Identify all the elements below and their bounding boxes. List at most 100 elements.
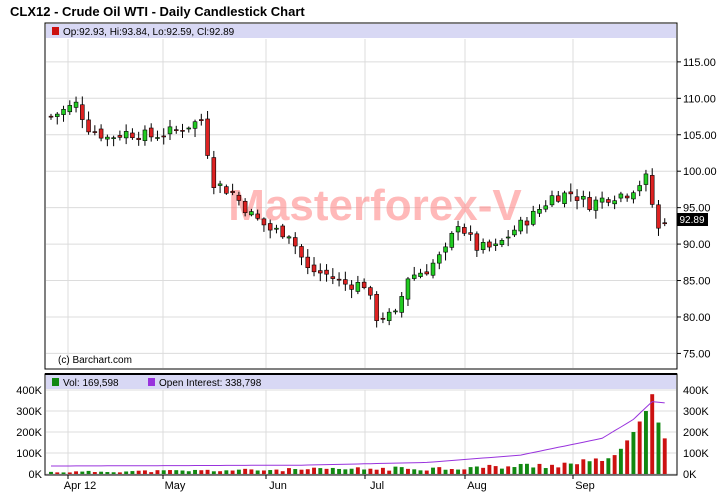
volume-bar [142,470,147,474]
candle-down [230,191,235,193]
current-price-box [677,213,708,226]
volume-bar [186,471,191,474]
volume-bar [399,467,404,474]
x-tick-label: May [165,480,186,492]
x-tick-label: Jun [269,480,287,492]
volume-bar [518,463,523,474]
x-tick-label: Jul [370,480,384,492]
volume-bar [136,470,141,474]
x-tick-label: Aug [467,480,487,492]
volume-bar [337,468,342,474]
candle-down [224,186,229,194]
candle-down [662,222,667,225]
volume-bar [650,394,655,474]
candle-up [186,127,192,130]
volume-bar [606,458,611,474]
volume-bar [612,455,617,474]
candle-up [249,211,254,216]
candle-up [61,108,66,115]
volume-bar [55,472,60,474]
volume-bar [199,470,204,474]
candle-down [556,195,561,202]
candle-up [105,136,110,140]
candle-down [148,127,154,138]
candle-up [192,121,198,129]
candle-down [98,128,104,139]
volume-bar [74,471,79,474]
volume-bar [261,470,266,474]
candle-down [649,175,655,205]
candle-up [637,185,642,192]
volume-bar [305,469,310,474]
volume-bar [412,469,417,474]
volume-bar [362,469,367,474]
candle-down [349,284,354,290]
volume-bar [637,421,642,474]
volume-bar [418,470,423,474]
price-axis: 115.00 110.00 105.00 100.00 95.00 90.00 85.00 8… [677,57,717,360]
volume-bar [406,468,410,474]
volume-bar [575,464,580,474]
price-tick-label: 90.00 [683,239,711,251]
candle-up [393,310,398,313]
volume-bar [525,463,529,474]
candle-down [161,135,166,138]
candle-down [606,199,611,203]
volume-tick-label: 400K [683,385,709,397]
volume-bar [249,469,254,474]
candle-down [474,233,480,251]
candle-up [55,113,60,117]
candle-down [199,119,204,121]
volume-bar [255,470,260,474]
volume-bar [218,471,223,474]
candle-up [155,137,160,139]
volume-tick-label: 200K [16,427,42,439]
candle-up [499,240,505,245]
candle-down [292,237,298,247]
volume-bar [474,466,479,474]
candle-up [286,236,292,239]
volume-bar [581,459,586,474]
volume-bar [462,469,467,474]
candle-down [48,115,54,118]
candle-up [612,200,617,205]
candle-down [318,270,323,274]
candle-up [405,278,411,300]
volume-bar [224,470,229,474]
candle-up [543,205,549,210]
candle-down [330,276,336,279]
volume-bar [105,472,110,474]
volume-bar [355,467,360,474]
price-tick-label: 75.00 [683,348,711,360]
volume-bar [380,467,385,474]
candle-down [468,232,473,235]
candle-down [136,137,141,140]
candle-down [324,269,329,275]
candle-down [311,264,317,273]
volume-bar [625,440,630,474]
volume-bar [468,467,473,474]
price-grid [46,39,676,368]
candles [48,96,667,328]
volume-bar [130,471,135,474]
chart-title: CLX12 - Crude Oil WTI - Daily Candlestic… [10,4,305,19]
candle-up [123,131,129,139]
candle-down [368,287,373,296]
candle-up [530,210,536,225]
candle-up [643,173,649,185]
candle-down [568,191,574,195]
volume-bar [374,469,379,474]
volume-bar [117,472,122,474]
candle-down [255,213,260,219]
candle-up [618,193,624,199]
volume-bar [449,469,454,474]
volume-bar [80,471,85,474]
candle-up [67,105,73,113]
volume-bar [656,422,661,474]
candle-up [518,219,523,232]
volume-axis-right: 400K 300K 200K 100K 0K [683,385,709,481]
candle-down [267,223,273,231]
watermark-text: Masterforex-V [228,181,522,230]
candle-down [343,279,348,285]
